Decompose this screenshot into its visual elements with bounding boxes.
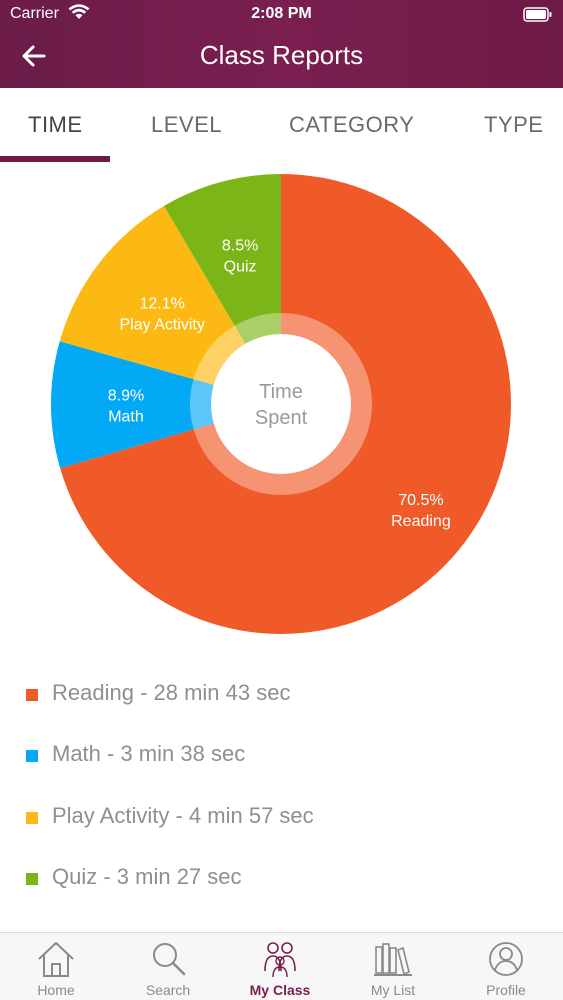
pie-chart: Time Spent 70.5% Reading 8.9% Math 12.1% Play A… — [50, 174, 512, 634]
tabbar-item-my-list[interactable]: My List — [337, 933, 449, 1000]
tabbar-label: My List — [370, 982, 416, 998]
tabbar-item-search[interactable]: Search — [112, 933, 224, 1000]
slice-name-play-activity: Play Activity — [120, 316, 205, 333]
tab-type[interactable]: TYPE — [484, 112, 544, 137]
bottom-tab-bar: Home Search My Class My List — [0, 932, 563, 1000]
search-icon — [153, 943, 186, 976]
tabbar-item-my-class[interactable]: My Class — [224, 933, 336, 1000]
tabbar-item-profile[interactable]: Profile — [450, 933, 562, 1000]
class-icon — [264, 942, 296, 978]
battery-icon — [523, 7, 553, 28]
pie-slice-math[interactable] — [50, 341, 281, 469]
report-tabs: TIME LEVEL CATEGORY TYPE — [0, 88, 563, 164]
tabbar-label: Home — [37, 982, 75, 998]
status-bar: Carrier 2:08 PM — [0, 0, 563, 30]
legend-label: Reading - 28 min 43 sec — [52, 680, 291, 705]
tab-category[interactable]: CATEGORY — [289, 112, 415, 137]
legend-swatch — [26, 812, 38, 824]
slice-name-reading: Reading — [391, 513, 451, 530]
tab-time[interactable]: TIME — [28, 112, 83, 137]
clock: 2:08 PM — [251, 5, 312, 22]
slice-percent-quiz: 8.5% — [222, 237, 258, 254]
center-label-line1: Time — [259, 381, 303, 403]
legend-swatch — [26, 873, 38, 885]
home-icon — [38, 942, 74, 977]
legend-label: Play Activity - 4 min 57 sec — [52, 803, 314, 828]
legend-swatch — [26, 750, 38, 762]
nav-header: Carrier 2:08 PM Class Reports — [0, 0, 563, 88]
slice-percent-play-activity: 12.1% — [140, 295, 185, 312]
books-icon — [374, 943, 412, 976]
arrow-left-icon — [22, 45, 46, 67]
legend-label: Quiz - 3 min 27 sec — [52, 864, 242, 889]
slice-name-math: Math — [108, 408, 144, 425]
tabbar-label: Profile — [486, 982, 526, 998]
tabbar-label: Search — [145, 982, 191, 998]
tabbar-label: My Class — [249, 982, 311, 998]
pie-slice-play-activity[interactable] — [59, 206, 281, 404]
wifi-icon — [68, 4, 90, 25]
active-tab-indicator — [0, 156, 110, 162]
legend-swatch — [26, 689, 38, 701]
slice-name-quiz: Quiz — [224, 258, 257, 275]
center-label-line2: Spent — [255, 407, 308, 429]
slice-percent-math: 8.9% — [108, 387, 144, 404]
slice-percent-reading: 70.5% — [398, 492, 443, 509]
donut-hole — [211, 334, 351, 474]
profile-icon — [489, 942, 523, 976]
tabbar-item-home[interactable]: Home — [0, 933, 112, 1000]
carrier-label: Carrier — [10, 5, 59, 22]
time-spent-chart: Time Spent 70.5% Reading 8.9% Math 12.1% Play A… — [0, 164, 563, 644]
page-title: Class Reports — [199, 40, 364, 70]
back-button[interactable] — [18, 40, 50, 72]
legend-label: Math - 3 min 38 sec — [52, 741, 246, 766]
tab-level[interactable]: LEVEL — [151, 112, 222, 137]
